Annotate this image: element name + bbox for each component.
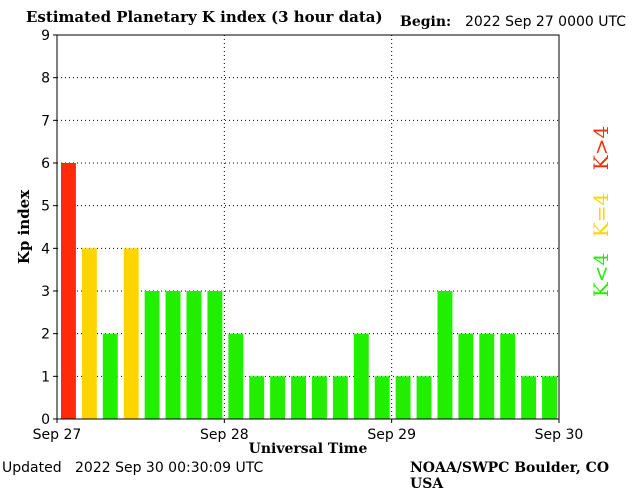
kp-bar	[144, 291, 160, 419]
kp-bar	[123, 248, 139, 419]
kp-bar	[312, 376, 327, 419]
grid-layer	[57, 35, 559, 419]
y-tick-label: 5	[41, 199, 50, 215]
updated-label: Updated	[2, 460, 62, 476]
kp-bar	[542, 376, 557, 419]
y-tick-label: 6	[41, 156, 50, 172]
kp-bar	[416, 376, 432, 419]
kp-bar	[61, 163, 76, 419]
kp-bar	[479, 333, 495, 419]
axis-layer: 0 1 2 3 4 5 6 7 8 9 Sep 27 Sep 28 Sep 29 Sep 30 Univer…	[15, 28, 583, 457]
x-tick-label: Sep 30	[535, 427, 584, 443]
legend-item: K=4	[589, 193, 613, 237]
kp-bar	[395, 376, 411, 419]
kp-bar	[521, 376, 537, 419]
kp-bar	[437, 291, 453, 419]
kp-bar	[458, 333, 474, 419]
x-tick-label: Sep 29	[367, 427, 416, 443]
legend-layer: K<4 K=4 K>4	[589, 126, 613, 297]
legend-item: K<4	[589, 253, 613, 297]
y-tick-label: 9	[41, 28, 50, 44]
x-tick-label: Sep 28	[200, 427, 249, 443]
kp-bar	[228, 333, 244, 419]
kp-bar	[102, 333, 118, 419]
y-tick-label: 8	[41, 71, 50, 87]
y-axis-label: Kp index	[15, 189, 33, 264]
kp-bar	[249, 376, 265, 419]
y-tick-label: 7	[41, 113, 50, 129]
kp-bar	[270, 376, 286, 419]
kp-bar	[353, 333, 369, 419]
begin-label: Begin:	[400, 14, 452, 30]
kp-bar	[207, 291, 223, 419]
kp-bar	[374, 376, 390, 419]
kp-chart: 0 1 2 3 4 5 6 7 8 9 Sep 27 Sep 28 Sep 29 Sep 30 Univer…	[15, 28, 613, 457]
chart-title: Estimated Planetary K index (3 hour data…	[26, 8, 383, 26]
y-tick-label: 0	[41, 412, 50, 428]
y-tick-label: 2	[41, 327, 50, 343]
x-tick-label: Sep 27	[33, 427, 82, 443]
y-tick-label: 1	[41, 369, 50, 385]
begin-value: 2022 Sep 27 0000 UTC	[465, 14, 627, 30]
plot-frame	[56, 34, 560, 420]
kp-bar	[186, 291, 202, 419]
x-axis-label: Universal Time	[249, 441, 368, 457]
y-tick-label: 3	[41, 284, 50, 300]
kp-bar	[332, 376, 348, 419]
kp-bar	[165, 291, 181, 419]
kp-bar	[81, 248, 97, 419]
kp-bar	[291, 376, 306, 419]
source-credit: NOAA/SWPC Boulder, CO USA	[410, 460, 610, 492]
updated-value: 2022 Sep 30 00:30:09 UTC	[75, 460, 264, 476]
legend-item: K>4	[589, 126, 613, 170]
kp-bar	[500, 333, 516, 419]
bars-layer	[61, 163, 557, 419]
y-tick-label: 4	[41, 241, 50, 257]
